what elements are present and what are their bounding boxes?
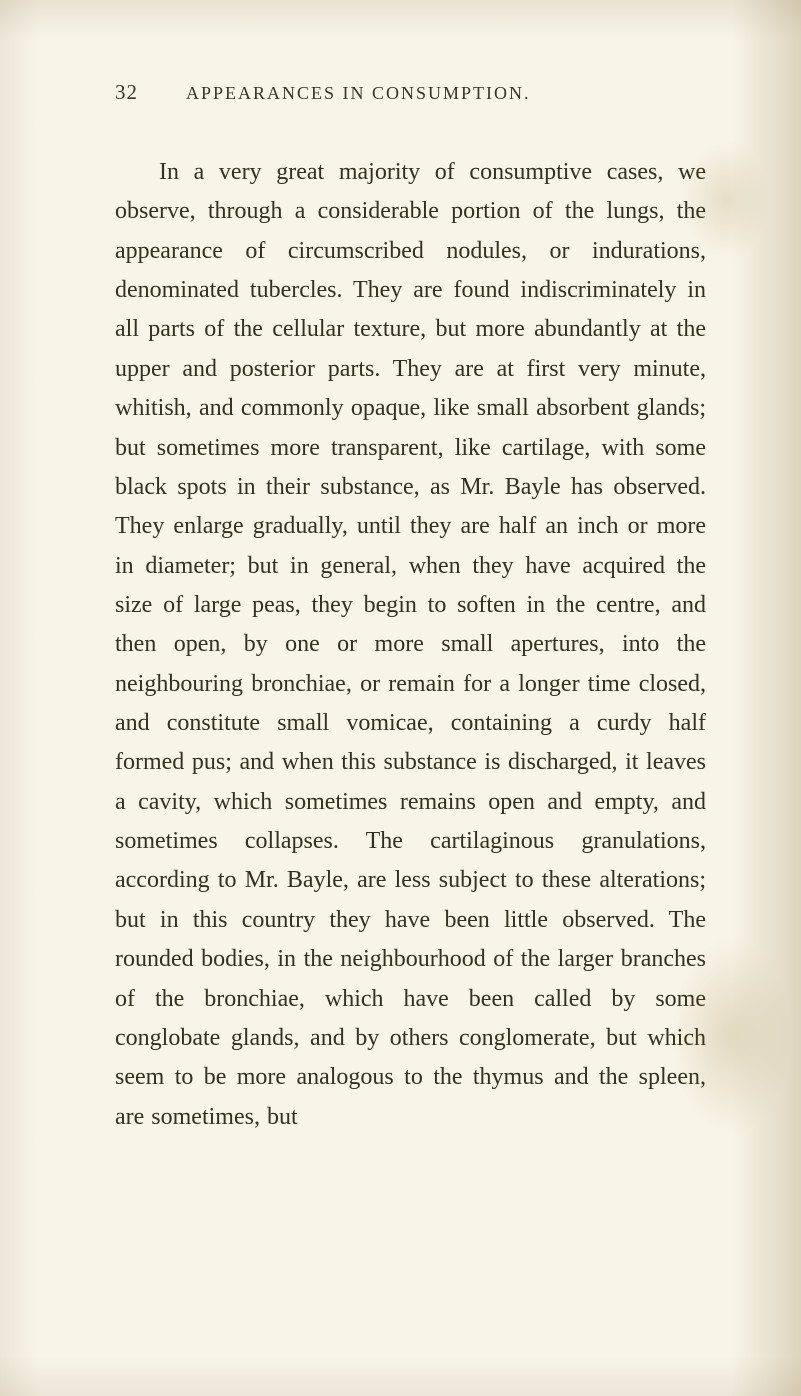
page-number: 32	[115, 80, 138, 105]
page-header: 32 APPEARANCES IN CONSUMPTION.	[115, 80, 706, 105]
page-container: 32 APPEARANCES IN CONSUMPTION. In a very…	[0, 0, 801, 1197]
page-aging-bottom	[0, 1356, 801, 1396]
chapter-title: APPEARANCES IN CONSUMPTION.	[186, 83, 531, 104]
body-paragraph: In a very great majority of consumptive …	[115, 153, 706, 1137]
